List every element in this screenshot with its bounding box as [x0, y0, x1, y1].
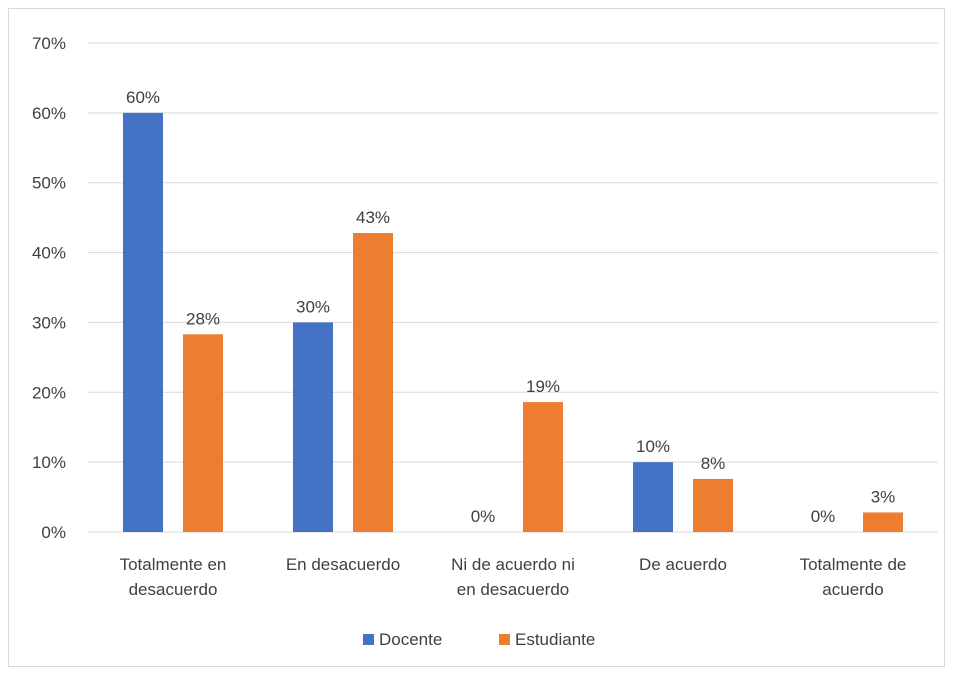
legend-swatch-docente — [363, 634, 374, 645]
bar-estudiante — [693, 478, 733, 532]
bar-docente — [293, 322, 333, 532]
legend-swatch-estudiante — [499, 634, 510, 645]
y-tick-label: 50% — [32, 174, 66, 193]
y-tick-label: 60% — [32, 104, 66, 123]
y-tick-label: 70% — [32, 34, 66, 53]
data-label: 30% — [296, 297, 330, 316]
x-category-label: De acuerdo — [639, 555, 727, 574]
bar-estudiante — [523, 402, 563, 532]
x-category-label: desacuerdo — [129, 580, 218, 599]
y-tick-label: 0% — [41, 523, 66, 542]
y-tick-label: 40% — [32, 244, 66, 263]
data-label: 10% — [636, 437, 670, 456]
bar-estudiante — [183, 334, 223, 532]
data-label: 60% — [126, 88, 160, 107]
x-category-label: Ni de acuerdo ni — [451, 555, 575, 574]
data-label: 3% — [871, 487, 896, 506]
data-label: 0% — [471, 507, 496, 526]
data-label: 8% — [701, 454, 726, 473]
x-category-label: Totalmente de — [800, 555, 907, 574]
legend-label: Docente — [379, 630, 442, 649]
x-category-label: En desacuerdo — [286, 555, 400, 574]
bar-estudiante — [863, 512, 903, 532]
legend-label: Estudiante — [515, 630, 595, 649]
data-label: 0% — [811, 507, 836, 526]
data-label: 28% — [186, 309, 220, 328]
y-tick-label: 30% — [32, 313, 66, 332]
bar-docente — [123, 112, 163, 532]
chart-frame — [8, 8, 945, 667]
data-label: 43% — [356, 208, 390, 227]
y-tick-label: 20% — [32, 383, 66, 402]
x-category-label: acuerdo — [822, 580, 883, 599]
x-category-label: Totalmente en — [120, 555, 227, 574]
y-tick-label: 10% — [32, 453, 66, 472]
bar-docente — [633, 462, 673, 532]
bar-estudiante — [353, 233, 393, 533]
x-category-label: en desacuerdo — [457, 580, 569, 599]
data-label: 19% — [526, 377, 560, 396]
